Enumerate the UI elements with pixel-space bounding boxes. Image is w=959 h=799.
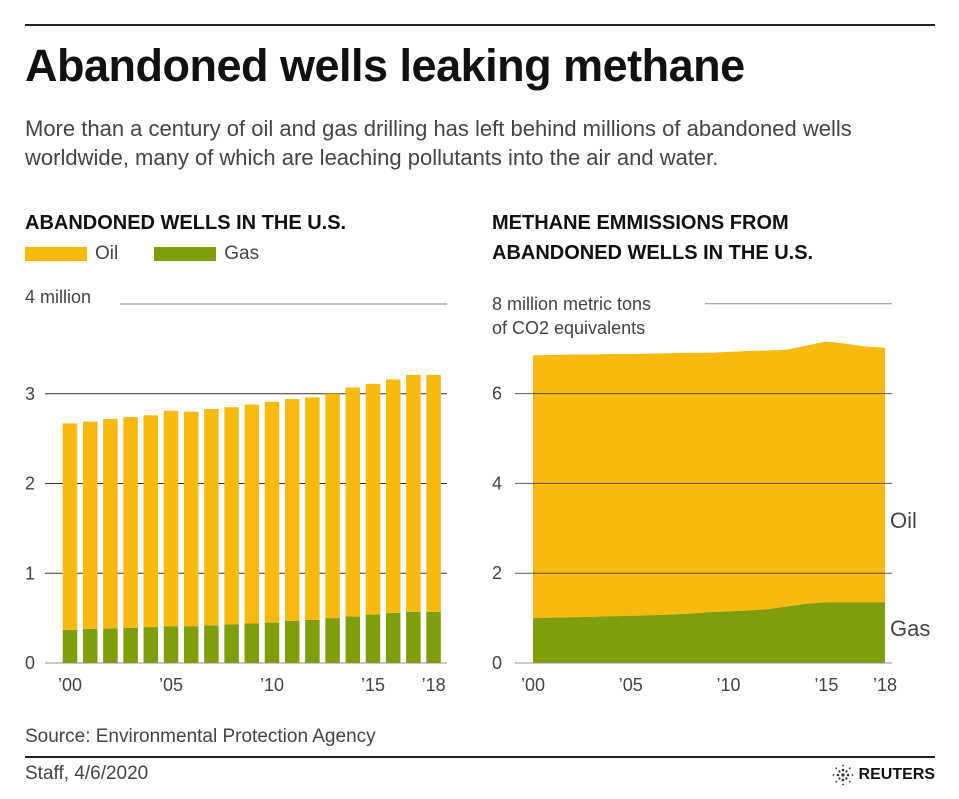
bar-oil-2012 bbox=[305, 397, 320, 620]
area-oil bbox=[533, 341, 885, 619]
x-tick-label: ’18 bbox=[873, 675, 897, 695]
credit-note: Staff, 4/6/2020 bbox=[25, 763, 149, 784]
bar-oil-2005 bbox=[163, 410, 179, 627]
x-tick-label: ’10 bbox=[717, 675, 741, 695]
bar-gas-2002 bbox=[103, 628, 118, 663]
y-unit-label-line-1: 8 million metric tons bbox=[492, 294, 651, 314]
bar-oil-2013 bbox=[325, 393, 340, 619]
x-tick-label: ’00 bbox=[521, 675, 545, 695]
y-tick-label: 3 bbox=[25, 384, 35, 404]
y-tick-label: 1 bbox=[25, 563, 35, 583]
bar-oil-2002 bbox=[103, 418, 118, 629]
y-unit-label-line-2: of CO2 equivalents bbox=[492, 318, 645, 338]
bar-oil-2016 bbox=[385, 379, 401, 613]
series-label-gas: Gas bbox=[890, 616, 930, 641]
bar-gas-2015 bbox=[365, 614, 381, 663]
bar-gas-2011 bbox=[284, 620, 300, 663]
bar-oil-2004 bbox=[143, 415, 159, 628]
bar-oil-2018 bbox=[426, 374, 441, 612]
bar-oil-2006 bbox=[183, 411, 199, 627]
bar-gas-2009 bbox=[244, 623, 260, 663]
y-tick-label: 4 bbox=[492, 473, 502, 493]
bar-oil-2008 bbox=[224, 407, 239, 625]
source-note: Source: Environmental Protection Agency bbox=[25, 726, 376, 747]
bar-oil-2014 bbox=[345, 387, 361, 617]
legend-label-gas: Gas bbox=[224, 243, 260, 264]
bar-gas-2001 bbox=[82, 628, 98, 663]
bar-oil-2017 bbox=[406, 374, 421, 612]
x-tick-label: ’18 bbox=[422, 675, 446, 695]
bar-oil-2011 bbox=[284, 399, 300, 621]
bar-oil-2000 bbox=[62, 423, 78, 630]
bar-gas-2007 bbox=[204, 625, 219, 663]
footer-rule bbox=[25, 756, 935, 758]
legend-label-oil: Oil bbox=[95, 243, 119, 264]
page-title: Abandoned wells leaking methane bbox=[25, 40, 745, 91]
bar-gas-2012 bbox=[305, 619, 320, 663]
legend-swatch-gas bbox=[154, 247, 217, 261]
bar-gas-2004 bbox=[143, 627, 159, 663]
y-tick-label: 6 bbox=[492, 384, 502, 404]
right-chart-title: METHANE EMMISSIONS FROM ABANDONED WELLS … bbox=[492, 208, 813, 268]
wells-bar-chart: 0 1 2 3 4 million ’00 ’05 ’10 ’15 ’18 bbox=[25, 287, 447, 695]
x-tick-label: ’15 bbox=[814, 675, 838, 695]
bar-gas-2000 bbox=[62, 629, 78, 663]
legend: Oil Gas bbox=[25, 243, 259, 265]
bar-gas-2014 bbox=[345, 616, 361, 663]
x-tick-label: ’05 bbox=[159, 675, 183, 695]
bar-gas-2008 bbox=[224, 624, 239, 663]
area-gas bbox=[533, 602, 885, 663]
bar-gas-2010 bbox=[264, 622, 280, 663]
bar-gas-2003 bbox=[123, 627, 138, 663]
bar-oil-2015 bbox=[365, 383, 381, 615]
bar-gas-2017 bbox=[406, 611, 421, 663]
x-tick-label: ’00 bbox=[58, 675, 82, 695]
y-tick-label: 0 bbox=[25, 653, 35, 673]
bar-oil-2010 bbox=[264, 401, 280, 623]
reuters-logo: REUTERS bbox=[832, 764, 935, 786]
bar-oil-2007 bbox=[204, 409, 219, 626]
left-chart-title: ABANDONED WELLS IN THE U.S. bbox=[25, 212, 347, 234]
bar-oil-2001 bbox=[82, 421, 98, 629]
series-label-oil: Oil bbox=[890, 508, 917, 533]
bar-oil-2003 bbox=[123, 417, 138, 628]
bar-gas-2018 bbox=[426, 611, 441, 663]
bar-oil-2009 bbox=[244, 404, 260, 624]
bar-gas-2006 bbox=[183, 626, 199, 663]
x-tick-label: ’15 bbox=[361, 675, 385, 695]
x-tick-label: ’05 bbox=[619, 675, 643, 695]
y-tick-label: 2 bbox=[492, 563, 502, 583]
reuters-dots-icon bbox=[832, 764, 853, 786]
x-tick-label: ’10 bbox=[260, 675, 284, 695]
right-chart-title-line-1: METHANE EMMISSIONS FROM bbox=[492, 212, 789, 234]
bar-gas-2005 bbox=[163, 626, 179, 663]
top-rule bbox=[25, 24, 935, 26]
y-tick-label: 4 million bbox=[25, 287, 91, 307]
legend-swatch-oil bbox=[25, 247, 87, 261]
y-tick-label: 2 bbox=[25, 474, 35, 494]
page-subtitle: More than a century of oil and gas drill… bbox=[25, 116, 852, 170]
bar-gas-2016 bbox=[385, 612, 401, 663]
bar-gas-2013 bbox=[325, 618, 340, 663]
methane-area-chart: 0 2 4 6 8 million metric tons of CO2 equivale… bbox=[492, 294, 930, 695]
right-chart-title-line-2: ABANDONED WELLS IN THE U.S. bbox=[492, 242, 814, 264]
reuters-wordmark: REUTERS bbox=[858, 766, 935, 783]
y-tick-label: 0 bbox=[492, 653, 502, 673]
